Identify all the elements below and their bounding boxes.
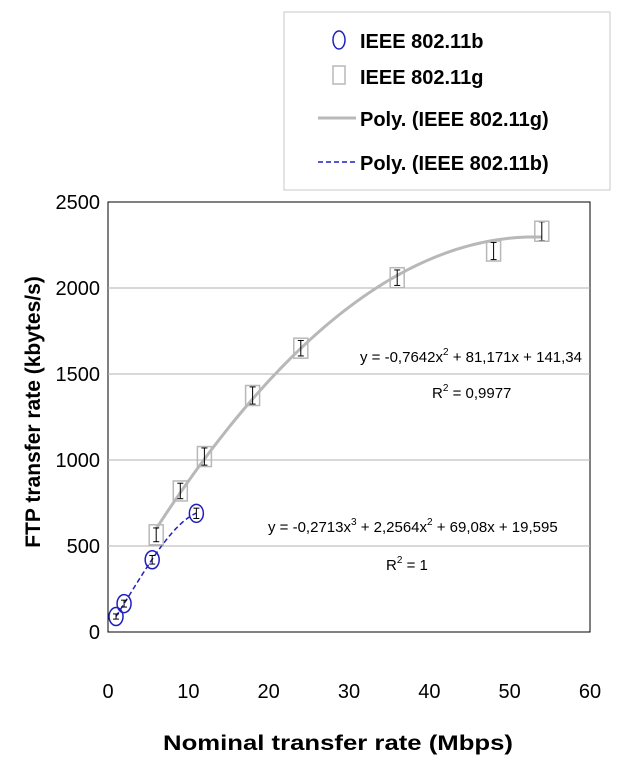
x-tick-label: 50: [499, 681, 521, 703]
equation-80211g-sup: 2: [443, 347, 449, 358]
legend-item-poly-80211b: Poly. (IEEE 802.11b): [318, 153, 549, 175]
svg-text:R2 = 1: R2 = 1: [386, 555, 428, 574]
y-axis-title: FTP transfer rate (kbytes/s): [22, 276, 45, 548]
equation-80211b-sup: 3: [351, 517, 357, 528]
legend-item-80211g: IEEE 802.11g: [332, 65, 483, 89]
equation-80211g-rest: + 81,171x + 141,34: [449, 349, 582, 366]
equation-80211b-sup2: 2: [427, 517, 433, 528]
data-marks: [108, 220, 550, 627]
marker-square: [244, 384, 261, 407]
data-point: [116, 593, 132, 614]
data-point: [188, 503, 205, 524]
data-point: [534, 220, 550, 242]
svg-text:y = -0,2713x3 + 2,2564x2 + 69,: y = -0,2713x3 + 2,2564x2 + 69,08x + 19,5…: [268, 517, 558, 536]
equation-80211b-rest: + 69,08x + 19,595: [433, 519, 558, 536]
marker-square: [148, 524, 164, 546]
marker-circle: [116, 593, 132, 614]
r2-80211b-label: R: [386, 557, 397, 574]
data-point: [144, 550, 160, 570]
marker-square: [485, 240, 502, 262]
r2-80211g-label: R: [432, 385, 443, 402]
x-tick-label: 30: [338, 681, 360, 703]
svg-text:R2 = 0,9977: R2 = 0,9977: [432, 383, 511, 402]
data-point: [172, 480, 189, 502]
y-tick-label: 1000: [56, 450, 101, 472]
y-tick-label: 0: [89, 622, 100, 644]
equation-80211b-mid: + 2,2564x: [357, 519, 428, 536]
data-point: [389, 266, 405, 289]
legend-square-marker-icon: [332, 65, 346, 85]
legend-item-80211b: IEEE 802.11b: [332, 30, 483, 53]
tick-labels: 0 500 1000 1500 2000 2500 0 10 20 30 40 50 60: [56, 192, 602, 703]
trendline-0: [154, 235, 542, 530]
data-point: [485, 240, 502, 262]
data-point: [244, 384, 261, 407]
marker-square: [534, 220, 550, 242]
legend-circle-marker-icon: [332, 30, 346, 50]
equation-80211g-text: y = -0,7642x: [360, 349, 443, 366]
equation-80211g: y = -0,7642x2 + 81,171x + 141,34 R2 = 0,…: [360, 347, 582, 402]
marker-circle: [108, 606, 124, 627]
x-tick-label: 60: [579, 681, 601, 703]
marker-square: [389, 266, 405, 289]
legend-label-80211g: IEEE 802.11g: [360, 67, 483, 89]
legend: IEEE 802.11b IEEE 802.11g Poly. (IEEE 80…: [283, 11, 611, 191]
svg-text:y = -0,7642x2 + 81,171x + 141,: y = -0,7642x2 + 81,171x + 141,34: [360, 347, 582, 366]
data-point: [196, 445, 213, 468]
y-tick-label: 1500: [56, 364, 101, 386]
equation-80211b: y = -0,2713x3 + 2,2564x2 + 69,08x + 19,5…: [268, 517, 558, 574]
marker-circle: [188, 503, 205, 524]
r2-80211b-value: = 1: [402, 557, 427, 574]
legend-label-80211b: IEEE 802.11b: [360, 31, 483, 53]
y-tick-label: 500: [67, 536, 100, 558]
y-tick-label: 2500: [56, 192, 101, 214]
y-tick-label: 2000: [56, 278, 101, 300]
legend-label-poly-80211g: Poly. (IEEE 802.11g): [360, 109, 549, 131]
equation-80211b-text: y = -0,2713x: [268, 519, 351, 536]
x-tick-label: 0: [102, 681, 113, 703]
legend-box: [283, 11, 611, 191]
marker-square: [293, 337, 309, 359]
x-tick-label: 20: [258, 681, 280, 703]
data-point: [108, 606, 124, 627]
data-point: [148, 524, 164, 546]
grid-lines: [108, 287, 590, 547]
x-tick-label: 10: [177, 681, 199, 703]
legend-item-poly-80211g: Poly. (IEEE 802.11g): [318, 109, 549, 131]
plot-area: [107, 201, 591, 633]
marker-square: [172, 480, 189, 502]
trendline-1: [115, 512, 197, 617]
x-tick-label: 40: [418, 681, 440, 703]
data-point: [293, 337, 309, 359]
r2-80211g-value: = 0,9977: [448, 385, 511, 402]
marker-circle: [144, 550, 160, 570]
legend-label-poly-80211b: Poly. (IEEE 802.11b): [360, 153, 549, 175]
x-axis-title: Nominal transfer rate (Mbps): [163, 732, 513, 755]
trendlines: [115, 235, 542, 617]
marker-square: [196, 445, 213, 468]
